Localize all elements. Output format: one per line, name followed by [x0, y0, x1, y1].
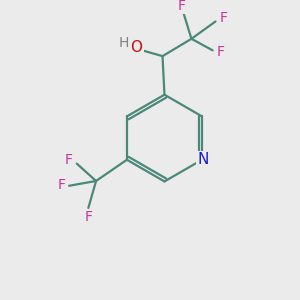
Text: F: F — [178, 0, 186, 13]
Text: F: F — [57, 178, 65, 192]
Text: F: F — [84, 210, 92, 224]
Text: F: F — [216, 45, 224, 59]
Text: F: F — [65, 153, 73, 167]
Text: N: N — [197, 152, 209, 167]
Text: H: H — [119, 36, 129, 50]
Text: O: O — [130, 40, 142, 55]
Text: F: F — [219, 11, 227, 25]
